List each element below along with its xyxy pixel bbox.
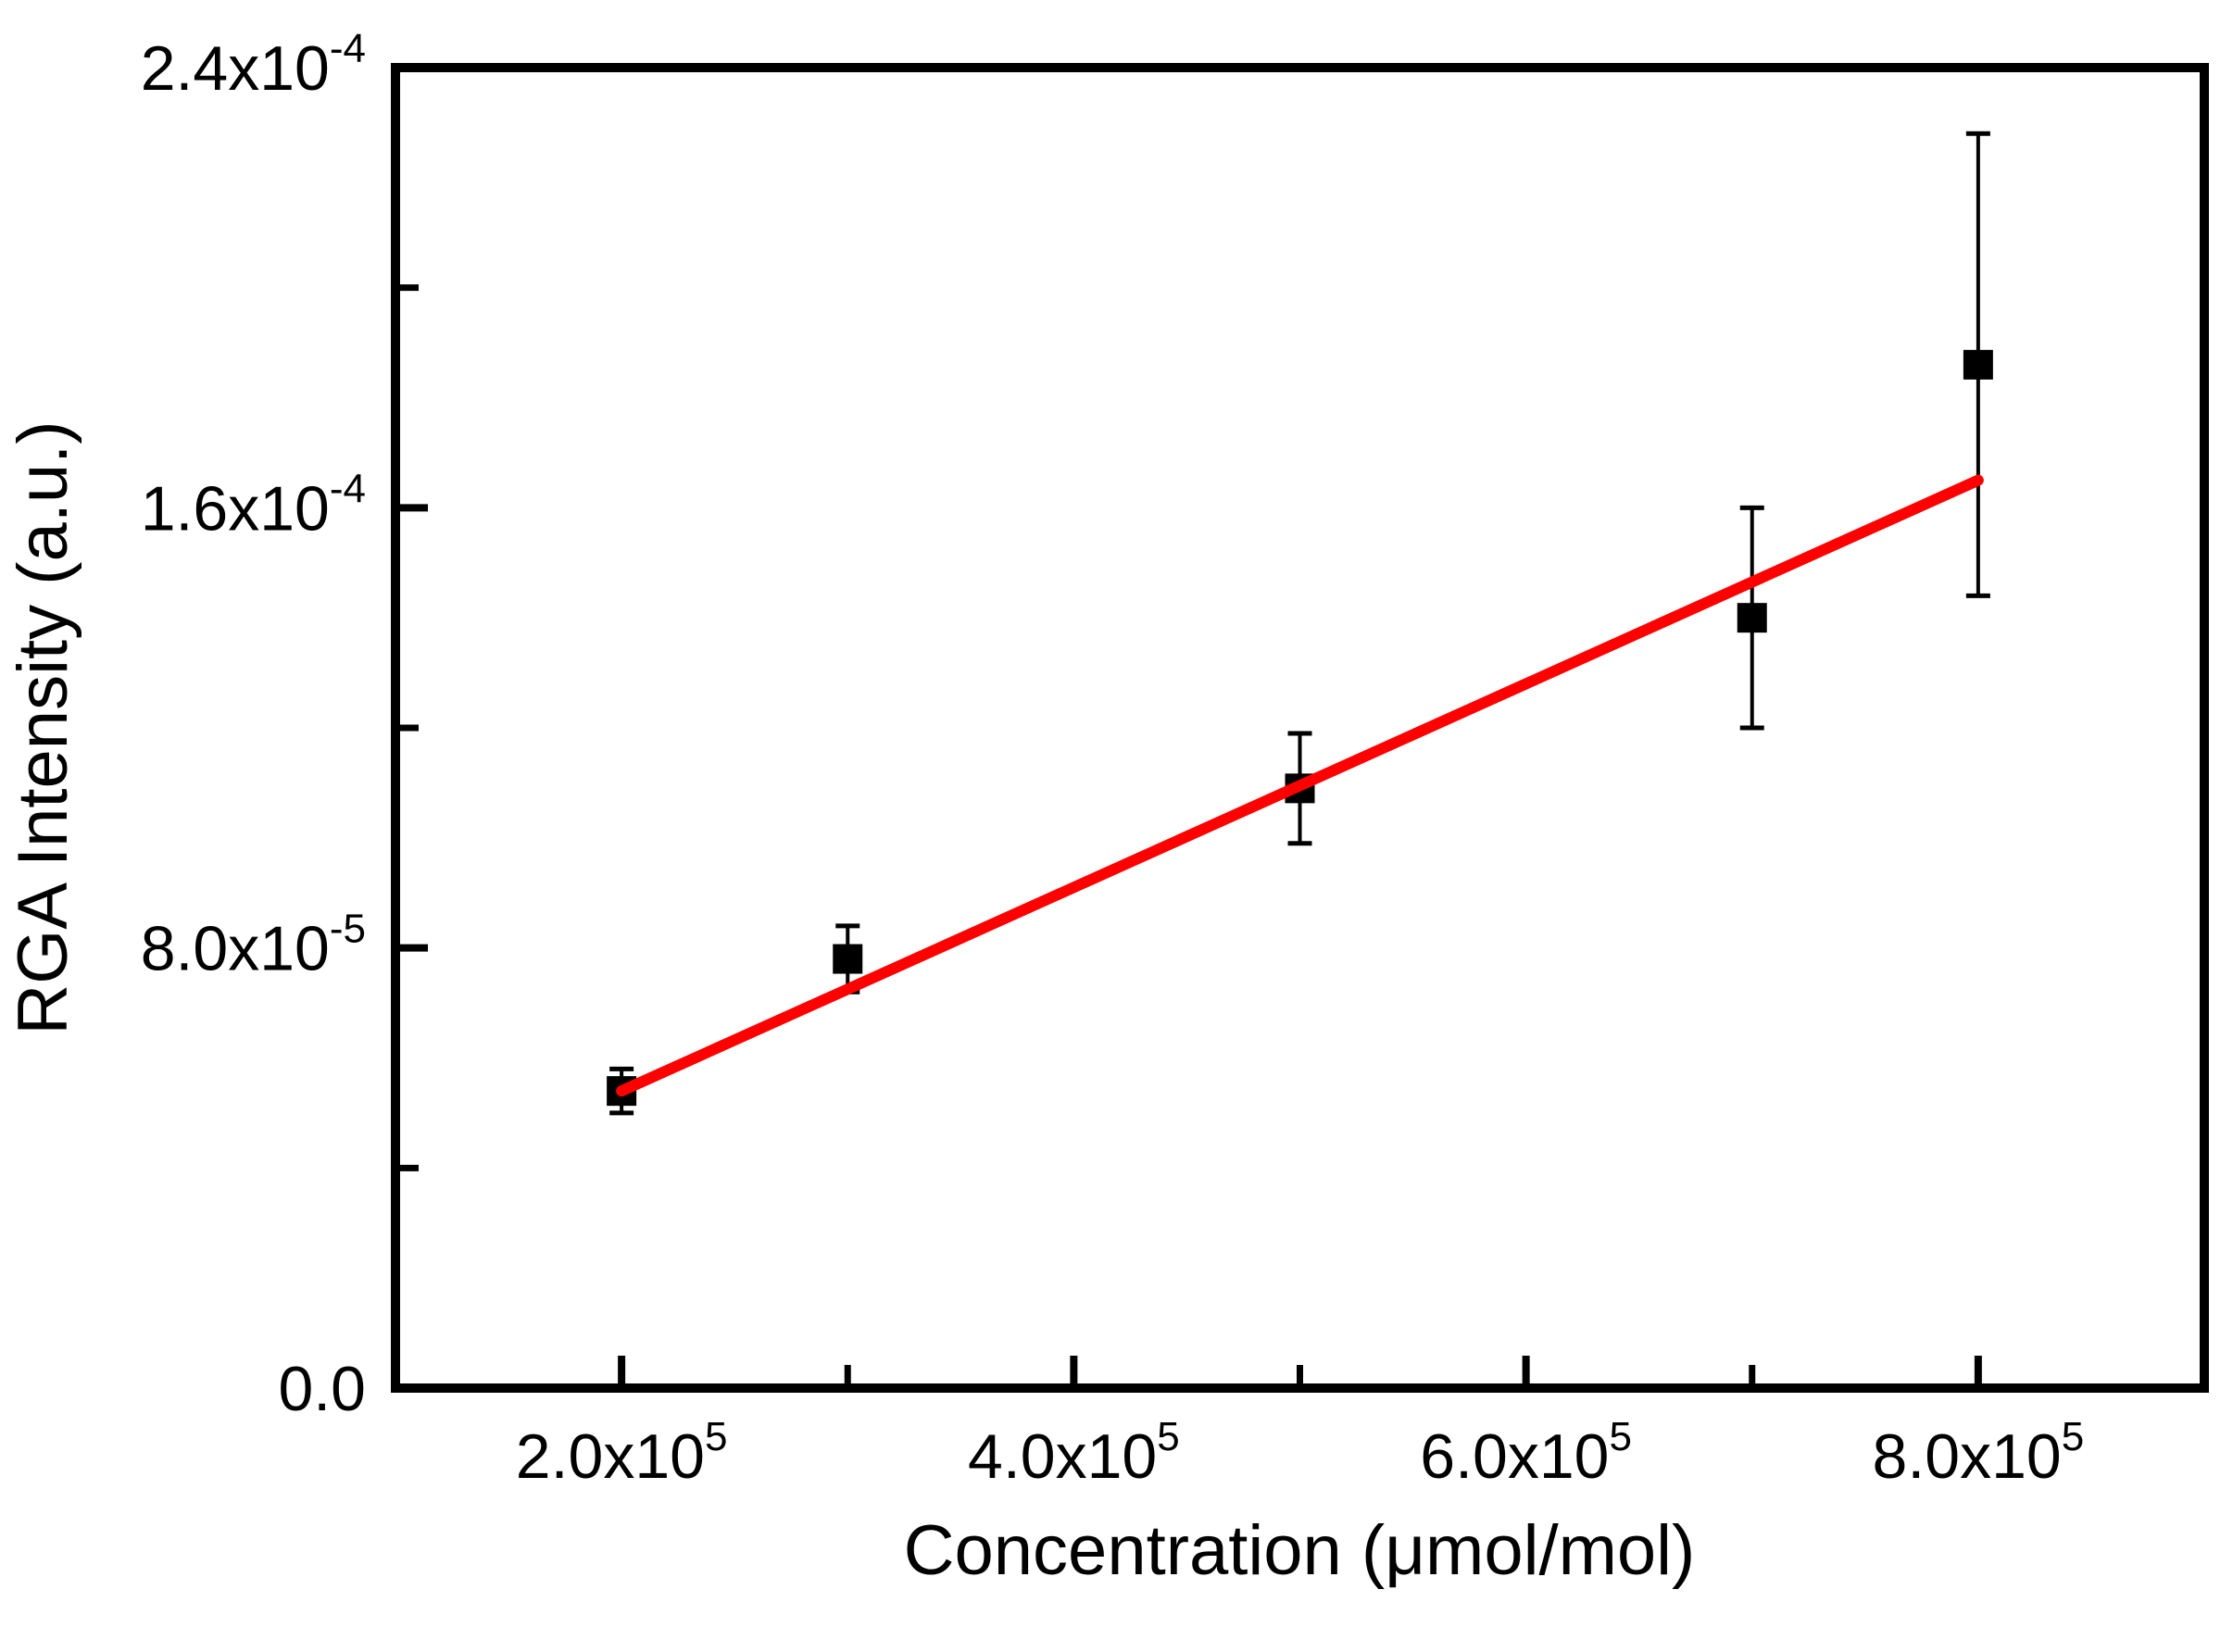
y-axis-tick-label: 0.0 bbox=[278, 1354, 366, 1424]
y-axis-tick-label: 2.4x10-4 bbox=[141, 26, 366, 104]
x-axis-tick-label: 4.0x105 bbox=[968, 1414, 1180, 1492]
x-axis-tick-label: 8.0x105 bbox=[1873, 1414, 2085, 1492]
x-axis-tick-label: 2.0x105 bbox=[516, 1414, 728, 1492]
plot-area: 2.0x105 4.0x105 6.0x105 8.0x105 0.0 8.0x10-5 1… bbox=[141, 26, 2209, 1492]
y-axis-tick-label: 8.0x10-5 bbox=[141, 907, 366, 984]
y-axis-tick-label: 1.6x10-4 bbox=[141, 466, 366, 544]
data-point-marker bbox=[1737, 603, 1767, 633]
data-point-marker bbox=[1963, 349, 1993, 380]
x-axis-tick-label: 6.0x105 bbox=[1420, 1414, 1632, 1492]
plot-frame bbox=[391, 63, 2209, 1393]
fit-line bbox=[616, 474, 1984, 1097]
y-axis-title: RGA Intensity (a.u.) bbox=[4, 420, 82, 1034]
x-axis-title: Concentration (μmol/mol) bbox=[904, 1511, 1696, 1590]
data-point-marker bbox=[833, 944, 863, 974]
